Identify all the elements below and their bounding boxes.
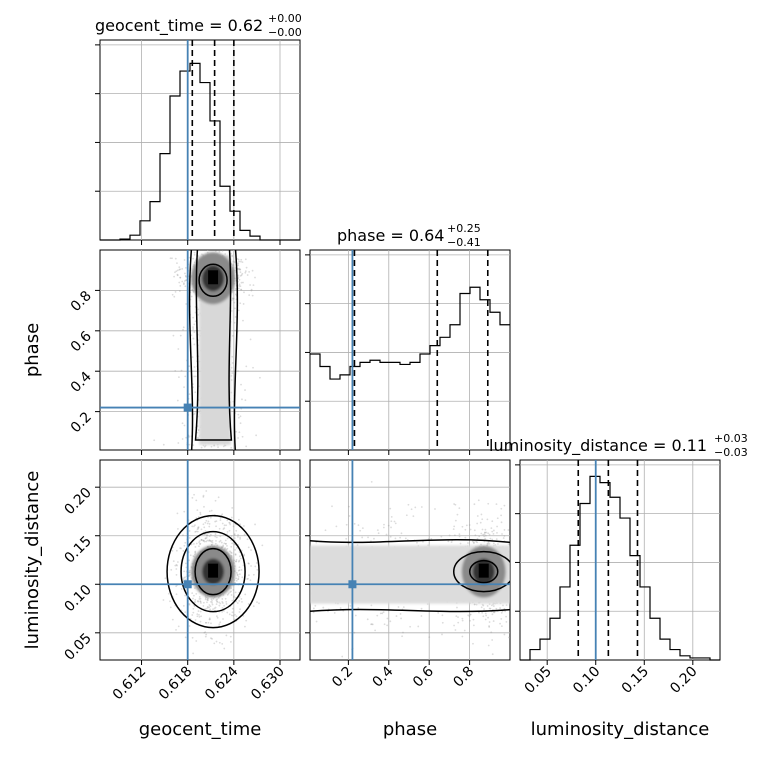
title-luminosity-distance-plus: +0.03 xyxy=(714,432,748,445)
density-peak xyxy=(478,563,489,578)
hist-panel-phase xyxy=(305,249,511,455)
tick-label-luminosity-distance: 0.15 xyxy=(619,664,652,697)
title-phase-minus: −0.41 xyxy=(447,236,481,249)
contour-inner xyxy=(468,559,499,584)
ylabel-luminosity-distance: luminosity_distance xyxy=(22,471,43,650)
contour-inner xyxy=(198,263,228,298)
tick-label-phase: 0.6 xyxy=(410,663,437,690)
contours xyxy=(166,514,260,629)
tick-label-geocent-time: 0.624 xyxy=(202,663,242,703)
hist-panel-luminosity-distance: 0.05 0.10 0.15 0.20 xyxy=(515,459,721,697)
tick-label-luminosity-distance: 0.05 xyxy=(61,630,94,663)
title-luminosity-distance: luminosity_distance = 0.11 xyxy=(489,436,707,456)
ylabel-phase: phase xyxy=(22,323,43,377)
title-phase: phase = 0.64 xyxy=(337,226,444,245)
contours xyxy=(188,250,239,450)
contour-outer-bottom xyxy=(310,608,510,613)
contour-outer-left xyxy=(188,250,194,450)
title-geocent-time-plus: +0.00 xyxy=(268,12,302,25)
contour-outer-right xyxy=(233,250,239,450)
title-phase-plus: +0.25 xyxy=(447,222,481,235)
scatter-panel-geocent-time-luminosity-distance: 0.612 0.618 0.624 0.630 0.05 0.10 0.15 0.20 xyxy=(61,459,301,704)
contour-outer-top xyxy=(310,538,510,544)
density-peak xyxy=(208,563,219,578)
tick-label-luminosity-distance: 0.15 xyxy=(61,533,94,566)
tick-label-luminosity-distance: 0.05 xyxy=(522,664,555,697)
tick-label-phase: 0.8 xyxy=(450,664,477,691)
xlabel-luminosity-distance: luminosity_distance xyxy=(531,719,710,740)
contour-mid xyxy=(180,530,246,613)
density-shading xyxy=(310,545,510,604)
tick-label-geocent-time: 0.630 xyxy=(248,664,288,704)
xlabel-phase: phase xyxy=(383,719,437,740)
tick-label-geocent-time: 0.618 xyxy=(156,664,196,704)
hist-panel-geocent-time xyxy=(95,39,301,245)
scatter-panel-geocent-time-phase: 0.2 0.4 0.6 0.8 xyxy=(68,249,301,455)
histogram-step-phase xyxy=(310,286,510,380)
truth-marker xyxy=(183,403,192,412)
title-geocent-time-minus: −0.00 xyxy=(268,26,302,39)
contour-outer xyxy=(166,514,260,629)
panel-content xyxy=(162,490,264,655)
tick-label-phase: 0.8 xyxy=(68,288,95,315)
histogram-step-luminosity-distance xyxy=(520,475,720,661)
histogram-step-geocent-time xyxy=(100,62,300,241)
tick-label-phase: 0.6 xyxy=(68,328,95,355)
contour-inner xyxy=(194,547,232,596)
tick-label-luminosity-distance: 0.10 xyxy=(61,582,94,615)
truth-marker xyxy=(183,580,192,589)
tick-label-phase: 0.2 xyxy=(329,664,356,691)
scatter-panel-phase-luminosity-distance: 0.2 0.4 0.6 0.8 xyxy=(305,459,511,691)
xlabel-geocent-time: geocent_time xyxy=(139,719,262,740)
tick-label-geocent-time: 0.612 xyxy=(110,664,150,704)
contours xyxy=(310,538,510,613)
tick-label-luminosity-distance: 0.20 xyxy=(61,485,94,518)
tick-label-luminosity-distance: 0.20 xyxy=(667,664,700,697)
truth-marker xyxy=(348,580,357,589)
contour-mid xyxy=(194,250,233,441)
tick-label-phase: 0.4 xyxy=(68,369,95,396)
density-peak xyxy=(208,270,219,285)
title-geocent-time: geocent_time = 0.62 xyxy=(95,16,263,36)
contour-mid xyxy=(452,550,510,593)
tick-label-luminosity-distance: 0.10 xyxy=(570,664,603,697)
panel-content xyxy=(310,480,510,658)
panel-content xyxy=(153,250,261,450)
tick-label-phase: 0.4 xyxy=(370,663,397,690)
title-luminosity-distance-minus: −0.03 xyxy=(714,446,748,459)
tick-label-phase: 0.2 xyxy=(68,409,95,436)
